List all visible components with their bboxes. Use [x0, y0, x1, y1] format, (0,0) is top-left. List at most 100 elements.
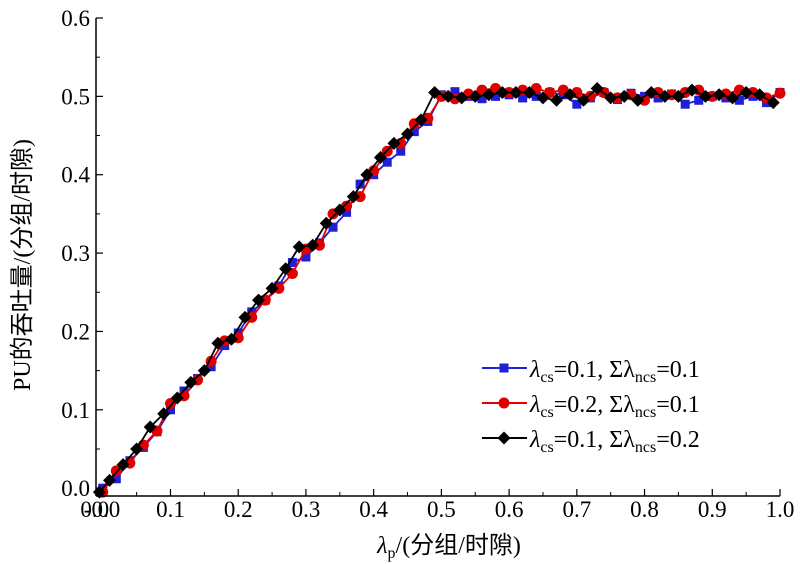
data-point-square	[382, 157, 392, 167]
legend: λcs=0.1, Σλncs=0.1 λcs=0.2, Σλncs=0.1 λc…	[482, 357, 700, 456]
data-point-square	[287, 257, 297, 267]
y-tick-label: 0.2	[61, 319, 90, 344]
data-point-square	[328, 222, 338, 232]
data-point-diamond	[536, 91, 550, 105]
data-point-square	[680, 99, 690, 109]
legend-marker-circle	[498, 397, 510, 409]
data-point-diamond	[428, 85, 442, 99]
legend-item-series-2: λcs=0.2, Σλncs=0.1	[482, 392, 700, 421]
data-point-diamond	[482, 88, 496, 102]
data-point-diamond	[468, 89, 482, 103]
data-point-diamond	[401, 127, 415, 141]
data-point-square	[409, 127, 419, 137]
data-point-diamond	[143, 420, 157, 434]
data-point-circle	[164, 398, 176, 410]
x-tick-label: 0.7	[562, 497, 591, 522]
data-point-circle	[313, 239, 325, 251]
data-point-square	[734, 95, 744, 105]
data-point-square	[477, 94, 487, 104]
tick-labels: 0.0 0.1 0.2 0.3 0.4 0.5 0.6 0.7 0.8 0.9 1.0 0.0 0.1 0…	[61, 6, 794, 522]
data-point-diamond	[373, 150, 387, 164]
data-point-circle	[246, 311, 258, 323]
y-tick-label: 0.6	[61, 6, 90, 31]
y-tick-label: 0.3	[61, 241, 90, 266]
data-point-square	[572, 99, 582, 109]
x-tick-label: 0.0	[80, 497, 109, 522]
x-tick-label: 0.1	[156, 497, 185, 522]
data-point-square	[165, 405, 175, 415]
data-point-square	[491, 91, 501, 101]
data-point-diamond	[753, 88, 767, 102]
data-point-circle	[354, 191, 366, 203]
data-point-diamond	[671, 89, 685, 103]
data-point-diamond	[441, 89, 455, 103]
y-tick-label: 0.5	[61, 84, 90, 109]
data-point-diamond	[726, 91, 740, 105]
data-point-diamond	[224, 332, 238, 346]
legend-item-series-1: λcs=0.1, Σλncs=0.1	[482, 357, 700, 386]
data-point-diamond	[252, 293, 266, 307]
data-point-diamond	[766, 96, 780, 110]
data-point-diamond	[387, 136, 401, 150]
data-point-square	[694, 95, 704, 105]
data-point-diamond	[563, 88, 577, 102]
legend-marker-diamond	[497, 431, 511, 445]
data-point-square	[342, 207, 352, 217]
data-point-diamond	[170, 391, 184, 405]
x-tick-label: 0.8	[630, 497, 659, 522]
data-point-diamond	[116, 458, 130, 472]
data-point-diamond	[184, 375, 198, 389]
data-point-diamond	[157, 407, 171, 421]
data-point-circle	[544, 86, 556, 98]
legend-label-3: λcs=0.1, Σλncs=0.2	[529, 427, 700, 456]
data-point-diamond	[509, 85, 523, 99]
x-tick-label: 0.2	[224, 497, 253, 522]
data-point-diamond	[590, 82, 604, 96]
data-point-diamond	[306, 238, 320, 252]
data-point-square	[450, 87, 460, 97]
data-point-diamond	[130, 442, 144, 456]
data-point-square	[396, 146, 406, 156]
data-point-diamond	[522, 85, 536, 99]
data-point-square	[301, 252, 311, 262]
data-point-diamond	[739, 85, 753, 99]
data-point-diamond	[550, 93, 564, 107]
series-layer	[92, 82, 786, 499]
data-point-circle	[273, 282, 285, 294]
data-point-diamond	[455, 91, 469, 105]
data-point-diamond	[279, 262, 293, 276]
data-point-square	[531, 91, 541, 101]
legend-item-series-3: λcs=0.1, Σλncs=0.2	[482, 427, 700, 456]
data-point-square	[111, 474, 121, 484]
y-tick-label: 0.0	[61, 476, 90, 501]
data-point-diamond	[699, 89, 713, 103]
data-point-diamond	[265, 281, 279, 295]
data-point-diamond	[644, 85, 658, 99]
y-axis-title: PU的吞吐量/(分组/时隙)	[9, 139, 36, 391]
data-point-diamond	[414, 113, 428, 127]
data-point-diamond	[238, 310, 252, 324]
x-tick-label: 1.0	[766, 497, 795, 522]
legend-label-2: λcs=0.2, Σλncs=0.1	[529, 392, 700, 421]
x-tick-label-extra: -0.0	[84, 497, 120, 522]
data-point-diamond	[495, 85, 509, 99]
data-point-circle	[774, 87, 786, 99]
data-point-diamond	[319, 216, 333, 230]
data-point-diamond	[211, 336, 225, 350]
data-point-diamond	[292, 240, 306, 254]
data-point-square	[518, 93, 528, 103]
x-tick-label: 0.5	[427, 497, 456, 522]
data-point-diamond	[604, 91, 618, 105]
x-tick-label: 0.3	[292, 497, 321, 522]
y-tick-label: 0.4	[61, 163, 90, 188]
data-point-diamond	[346, 190, 360, 204]
x-tick-label: 0.4	[359, 497, 388, 522]
data-point-diamond	[577, 93, 591, 107]
data-point-diamond	[712, 88, 726, 102]
y-tick-label: 0.1	[61, 398, 90, 423]
data-point-diamond	[333, 203, 347, 217]
x-tick-label: 0.6	[495, 497, 524, 522]
legend-marker-square	[499, 363, 509, 373]
data-point-diamond	[631, 93, 645, 107]
